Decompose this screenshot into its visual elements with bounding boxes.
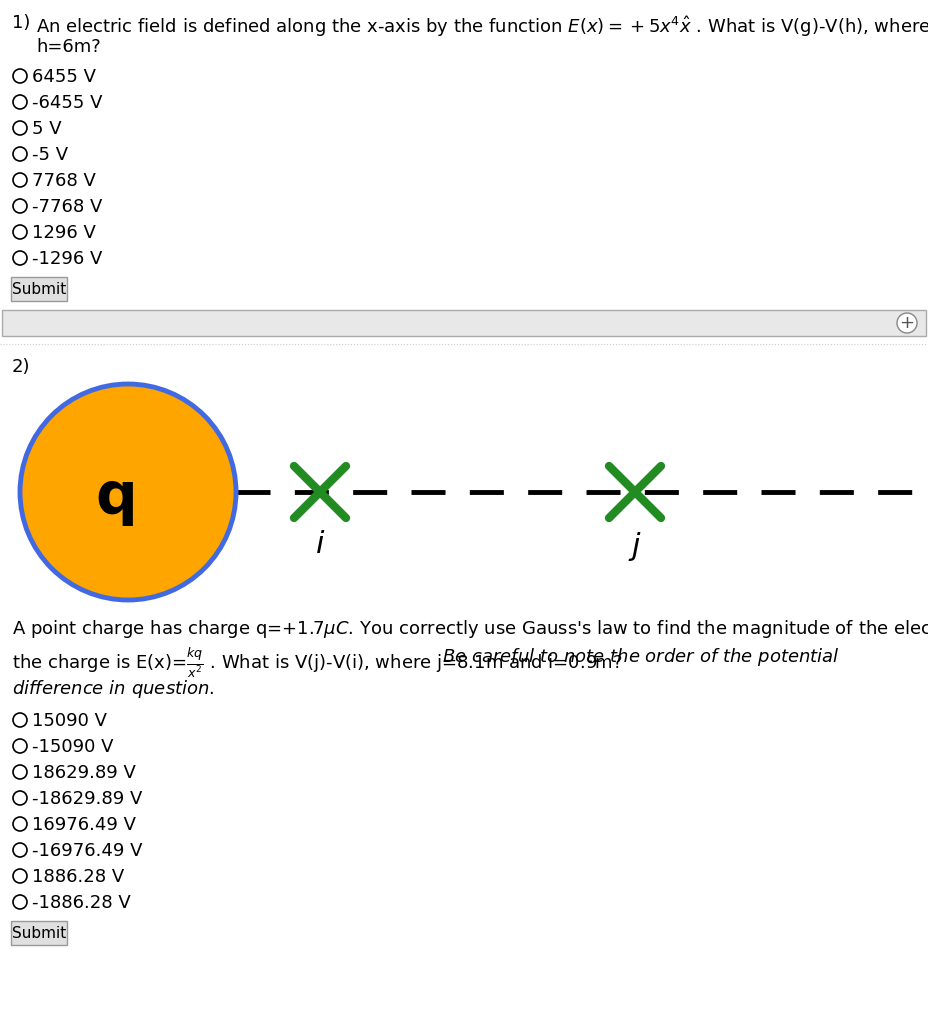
Circle shape <box>13 843 27 857</box>
Text: $\it{Be\ careful\ to\ note\ the\ order\ of\ the\ potential}$: $\it{Be\ careful\ to\ note\ the\ order\ … <box>442 646 839 668</box>
Text: -16976.49 V: -16976.49 V <box>32 842 142 860</box>
Circle shape <box>13 713 27 727</box>
Text: Submit: Submit <box>12 926 66 940</box>
Circle shape <box>13 69 27 83</box>
Text: Submit: Submit <box>12 282 66 297</box>
Text: 5 V: 5 V <box>32 120 61 138</box>
FancyBboxPatch shape <box>11 921 67 945</box>
Circle shape <box>896 313 916 333</box>
Text: $\it{difference\ in\ question.}$: $\it{difference\ in\ question.}$ <box>12 678 214 700</box>
Text: -18629.89 V: -18629.89 V <box>32 790 142 808</box>
Bar <box>2 310 925 336</box>
Text: An electric field is defined along the x-axis by the function $E(x) = +5x^4\hat{: An electric field is defined along the x… <box>36 14 928 39</box>
Text: 18629.89 V: 18629.89 V <box>32 764 135 782</box>
Text: -15090 V: -15090 V <box>32 738 113 756</box>
Text: -7768 V: -7768 V <box>32 198 102 216</box>
Circle shape <box>13 147 27 161</box>
Text: 1886.28 V: 1886.28 V <box>32 868 124 886</box>
FancyBboxPatch shape <box>11 278 67 301</box>
Text: -1886.28 V: -1886.28 V <box>32 894 131 912</box>
Text: 6455 V: 6455 V <box>32 68 96 86</box>
Text: 7768 V: 7768 V <box>32 172 96 190</box>
Circle shape <box>13 817 27 831</box>
Text: 15090 V: 15090 V <box>32 712 107 730</box>
Text: $j$: $j$ <box>627 530 641 563</box>
Circle shape <box>13 791 27 805</box>
Text: the charge is E(x)=$\frac{kq}{x^2}$ . What is V(j)-V(i), where j=8.1m and i=0.9m: the charge is E(x)=$\frac{kq}{x^2}$ . Wh… <box>12 646 624 680</box>
Text: -6455 V: -6455 V <box>32 94 102 112</box>
Text: $i$: $i$ <box>315 530 325 559</box>
Circle shape <box>13 869 27 883</box>
Text: A point charge has charge q=+1.7$\mu C$. You correctly use Gauss's law to find t: A point charge has charge q=+1.7$\mu C$.… <box>12 618 928 640</box>
Text: 1): 1) <box>12 14 36 32</box>
Circle shape <box>20 384 236 600</box>
Circle shape <box>13 199 27 213</box>
Text: 2): 2) <box>12 358 31 376</box>
Circle shape <box>13 225 27 239</box>
Circle shape <box>13 121 27 135</box>
Circle shape <box>13 173 27 187</box>
Circle shape <box>13 251 27 265</box>
Circle shape <box>13 895 27 909</box>
Text: -1296 V: -1296 V <box>32 250 102 268</box>
Text: q: q <box>95 469 136 526</box>
Text: h=6m?: h=6m? <box>36 38 100 56</box>
Text: 16976.49 V: 16976.49 V <box>32 816 135 834</box>
Text: -5 V: -5 V <box>32 146 68 164</box>
Text: +: + <box>898 314 913 332</box>
Circle shape <box>13 95 27 109</box>
Circle shape <box>13 765 27 779</box>
Text: 1296 V: 1296 V <box>32 224 96 242</box>
Circle shape <box>13 739 27 753</box>
